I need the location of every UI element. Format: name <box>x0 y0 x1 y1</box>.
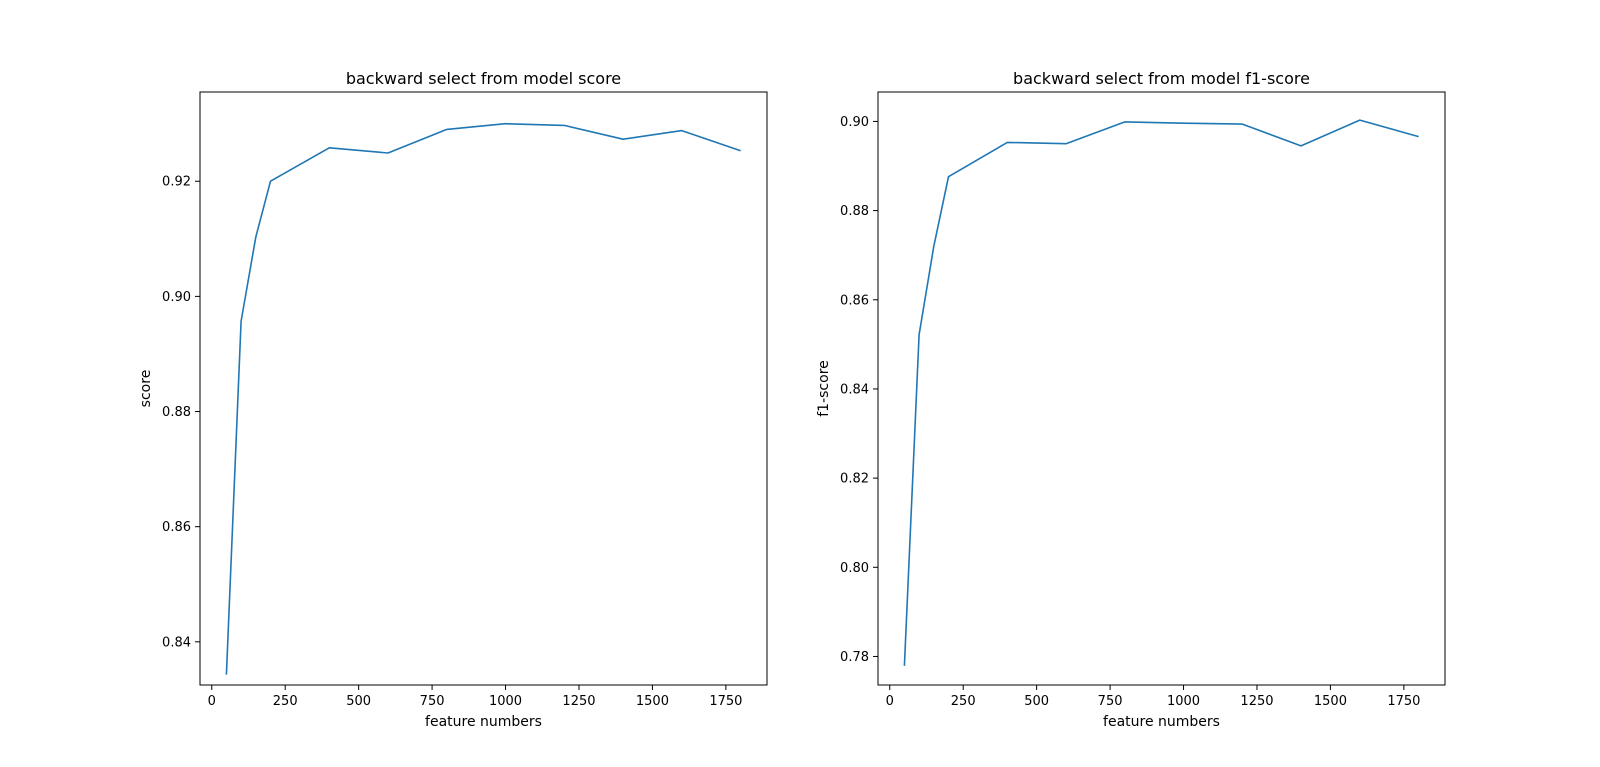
y-tick-label: 0.84 <box>162 635 191 650</box>
chart-f1-score: backward select from model f1-score feat… <box>816 69 1446 730</box>
chart-score: backward select from model score feature… <box>138 69 768 730</box>
data-point <box>329 147 330 148</box>
x-tick-label: 250 <box>273 694 298 709</box>
data-point <box>1007 142 1008 143</box>
x-tick-label: 1500 <box>636 694 669 709</box>
y-axis-label: score <box>138 370 154 408</box>
y-axis-label: f1-score <box>816 360 832 417</box>
x-tick-label: 1000 <box>1167 694 1200 709</box>
y-tick-label: 0.80 <box>840 561 869 576</box>
y-tick-label: 0.84 <box>840 382 869 397</box>
x-tick-label: 1500 <box>1314 694 1347 709</box>
data-point <box>270 181 271 182</box>
plot-series <box>225 122 741 675</box>
data-point <box>505 123 506 124</box>
y-tick-label: 0.92 <box>162 175 191 190</box>
x-tick-label: 0 <box>886 694 894 709</box>
data-point <box>1242 124 1243 125</box>
axes-frame <box>199 91 768 686</box>
x-axis-label: feature numbers <box>1103 714 1220 730</box>
y-tick-label: 0.88 <box>840 204 869 219</box>
x-tick-label: 1750 <box>1387 694 1420 709</box>
data-point <box>948 176 949 177</box>
series-line <box>903 119 1419 666</box>
data-point <box>564 125 565 126</box>
x-tick-label: 750 <box>420 694 445 709</box>
y-tick-label: 0.82 <box>840 472 869 487</box>
x-tick-label: 1250 <box>1240 694 1273 709</box>
data-point <box>740 150 741 151</box>
x-tick-label: 500 <box>346 694 371 709</box>
x-tick-label: 1000 <box>489 694 522 709</box>
x-tick-label: 250 <box>951 694 976 709</box>
data-point <box>241 321 242 322</box>
x-tick-label: 0 <box>208 694 216 709</box>
chart-title: backward select from model score <box>346 69 621 88</box>
axes-frame <box>877 91 1446 686</box>
plot-series <box>903 119 1419 666</box>
x-axis-label: feature numbers <box>425 714 542 730</box>
data-point <box>623 139 624 140</box>
data-point <box>933 246 934 247</box>
data-point <box>919 334 920 335</box>
data-point <box>904 665 905 666</box>
x-tick-label: 1250 <box>562 694 595 709</box>
data-point <box>681 130 682 131</box>
y-tick-label: 0.86 <box>162 520 191 535</box>
x-tick-label: 1750 <box>709 694 742 709</box>
series-line <box>225 122 741 675</box>
y-tick-label: 0.86 <box>840 293 869 308</box>
data-point <box>446 129 447 130</box>
y-tick-label: 0.78 <box>840 650 869 665</box>
data-point <box>255 237 256 238</box>
y-tick-label: 0.90 <box>840 115 869 130</box>
data-point <box>1301 145 1302 146</box>
data-point <box>226 674 227 675</box>
y-tick-label: 0.88 <box>162 405 191 420</box>
y-tick-label: 0.90 <box>162 290 191 305</box>
ticks: 0 250 500 750 1000 1250 1500 1750 0.84 0.86 0.88 0.… <box>162 175 742 709</box>
data-point <box>1066 143 1067 144</box>
chart-title: backward select from model f1-score <box>1013 69 1310 88</box>
data-point <box>388 153 389 154</box>
x-tick-label: 500 <box>1024 694 1049 709</box>
data-point <box>1418 136 1419 137</box>
x-tick-label: 750 <box>1098 694 1123 709</box>
data-point <box>1124 121 1125 122</box>
data-point <box>1183 123 1184 124</box>
ticks: 0 250 500 750 1000 1250 1500 1750 0.78 0.80 0.82 0.… <box>840 115 1420 709</box>
data-point <box>1359 120 1360 121</box>
